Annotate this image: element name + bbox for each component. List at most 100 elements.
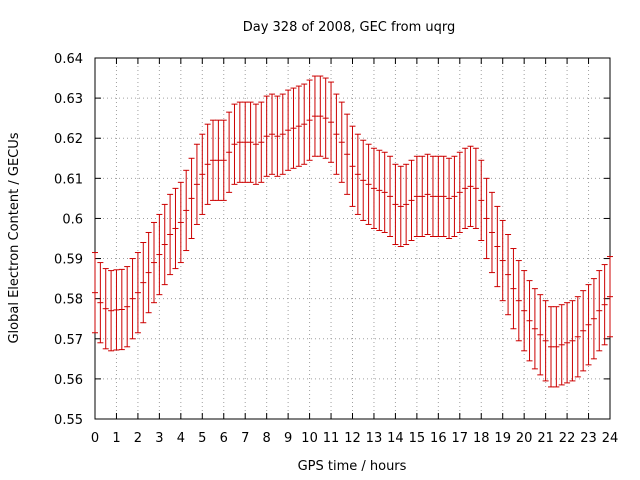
x-tick-label: 11 bbox=[323, 431, 340, 446]
x-tick-label: 6 bbox=[220, 431, 228, 446]
y-tick-label: 0.58 bbox=[54, 293, 83, 308]
error-bar bbox=[531, 288, 538, 370]
x-tick-label: 13 bbox=[366, 431, 383, 446]
error-bar bbox=[510, 248, 517, 330]
error-bar bbox=[505, 233, 512, 316]
error-bar bbox=[113, 269, 120, 351]
error-bar bbox=[419, 155, 426, 237]
error-bar bbox=[462, 147, 469, 229]
x-tick-label: 1 bbox=[112, 431, 120, 446]
error-bar bbox=[607, 256, 613, 338]
x-tick-label: 22 bbox=[559, 431, 576, 446]
x-tick-label: 5 bbox=[198, 431, 206, 446]
error-bar bbox=[424, 153, 431, 235]
error-bar bbox=[338, 101, 345, 183]
error-bar bbox=[451, 155, 458, 237]
y-tick-label: 0.62 bbox=[54, 132, 83, 147]
x-tick-labels: 0 1 2 3 4 5 6 7 8 9 10 11 12 13 14 15 16 17 18 19 20 21 22 23 24 bbox=[91, 431, 618, 446]
error-bar bbox=[354, 133, 361, 215]
y-tick-label: 0.57 bbox=[54, 333, 83, 348]
x-tick-label: 20 bbox=[516, 431, 533, 446]
y-tick-label: 0.56 bbox=[54, 373, 83, 388]
error-bar bbox=[183, 169, 190, 252]
error-bar bbox=[188, 157, 195, 239]
error-bar bbox=[204, 123, 211, 205]
error-bar bbox=[499, 219, 506, 302]
error-bar bbox=[547, 306, 554, 388]
error-bar bbox=[226, 111, 233, 193]
error-bar bbox=[210, 119, 217, 201]
error-bar bbox=[295, 85, 302, 167]
error-bar bbox=[558, 304, 565, 386]
error-bar bbox=[526, 280, 533, 362]
error-bar bbox=[467, 145, 474, 227]
error-bar bbox=[177, 181, 184, 264]
error-bar bbox=[252, 103, 259, 185]
error-bar bbox=[215, 119, 222, 201]
x-tick-label: 2 bbox=[134, 431, 142, 446]
error-bar bbox=[285, 89, 292, 171]
error-bar bbox=[124, 266, 131, 348]
error-bar bbox=[349, 125, 356, 207]
x-tick-label: 3 bbox=[155, 431, 163, 446]
error-bar bbox=[601, 264, 608, 346]
x-tick-label: 8 bbox=[263, 431, 271, 446]
error-bar bbox=[269, 93, 276, 175]
error-bar bbox=[483, 177, 490, 260]
error-bar bbox=[290, 87, 297, 169]
error-bar bbox=[193, 143, 200, 225]
error-bar bbox=[118, 268, 125, 351]
error-bar bbox=[370, 147, 377, 229]
error-bar bbox=[403, 163, 410, 246]
y-tick-labels: 0.55 0.56 0.57 0.58 0.59 0.6 0.61 0.62 0.63 0.64 bbox=[54, 52, 83, 428]
error-bar bbox=[478, 159, 485, 242]
error-bar bbox=[231, 103, 238, 185]
error-bar bbox=[145, 231, 152, 314]
error-bar bbox=[564, 302, 571, 384]
x-tick-label: 12 bbox=[344, 431, 361, 446]
x-tick-label: 10 bbox=[301, 431, 318, 446]
x-tick-label: 9 bbox=[284, 431, 292, 446]
x-tick-label: 24 bbox=[602, 431, 619, 446]
error-bar bbox=[328, 81, 335, 163]
error-bar bbox=[102, 268, 109, 350]
error-bar bbox=[301, 83, 308, 165]
y-axis-label: Global Electron Content / GECUs bbox=[7, 132, 22, 343]
x-tick-label: 16 bbox=[430, 431, 447, 446]
x-tick-label: 7 bbox=[241, 431, 249, 446]
error-bar bbox=[435, 155, 442, 237]
error-bar bbox=[306, 79, 313, 161]
error-bar bbox=[494, 205, 501, 288]
error-bar bbox=[408, 159, 415, 242]
error-bar bbox=[456, 151, 463, 233]
error-bar bbox=[569, 300, 576, 382]
error-bar bbox=[429, 155, 436, 237]
x-tick-label: 18 bbox=[473, 431, 490, 446]
x-tick-label: 21 bbox=[537, 431, 554, 446]
error-bar bbox=[387, 155, 394, 237]
error-bar bbox=[129, 258, 136, 340]
error-bar bbox=[258, 101, 265, 183]
error-bar bbox=[596, 270, 603, 352]
x-tick-label: 0 bbox=[91, 431, 99, 446]
y-tick-label: 0.55 bbox=[54, 413, 83, 428]
error-bar bbox=[322, 77, 329, 159]
error-bar bbox=[585, 284, 592, 366]
error-bar bbox=[92, 252, 98, 334]
error-bar bbox=[365, 143, 372, 225]
error-bar bbox=[344, 113, 351, 195]
error-bar bbox=[590, 278, 597, 360]
error-bar bbox=[97, 262, 104, 344]
error-bar bbox=[381, 151, 388, 233]
error-bar bbox=[151, 221, 158, 304]
x-tick-label: 17 bbox=[452, 431, 469, 446]
y-tick-label: 0.6 bbox=[62, 212, 83, 227]
error-bar bbox=[397, 165, 404, 248]
y-tick-label: 0.64 bbox=[54, 52, 83, 67]
error-bar bbox=[515, 260, 522, 342]
error-bar bbox=[167, 193, 174, 276]
x-tick-label: 4 bbox=[177, 431, 185, 446]
error-bar bbox=[446, 157, 453, 239]
error-bar bbox=[156, 213, 163, 296]
